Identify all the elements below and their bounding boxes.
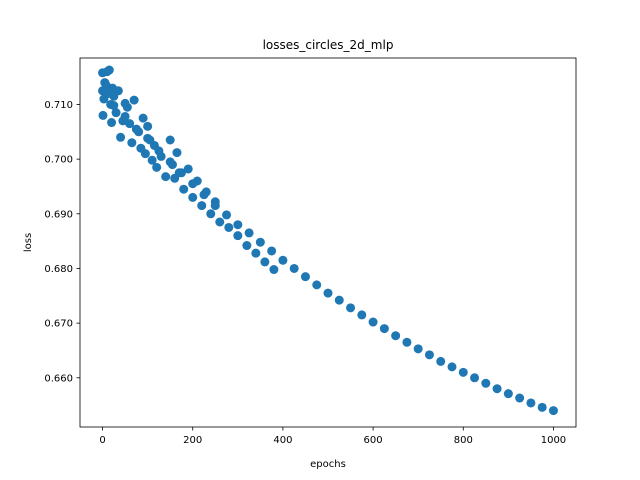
data-point <box>242 241 252 251</box>
y-axis-label: loss <box>23 233 34 252</box>
data-point <box>107 118 117 128</box>
x-tick-label: 200 <box>183 435 202 446</box>
data-point <box>233 220 243 230</box>
data-point <box>312 280 322 290</box>
data-point <box>134 127 144 137</box>
data-point <box>197 201 207 211</box>
data-point <box>470 373 480 383</box>
data-point <box>492 384 502 394</box>
data-point <box>481 378 491 388</box>
data-point <box>138 113 148 123</box>
data-point <box>255 237 265 247</box>
x-tick-label: 0 <box>99 435 105 446</box>
data-point <box>192 176 202 186</box>
data-point <box>165 135 175 145</box>
x-tick-label: 1000 <box>541 435 566 446</box>
data-point <box>167 160 177 170</box>
data-point <box>143 121 153 131</box>
data-point <box>458 367 468 377</box>
plot-frame <box>79 57 577 428</box>
data-point <box>147 155 157 165</box>
chart-title: losses_circles_2d_mlp <box>263 38 394 52</box>
y-tick-label: 0.680 <box>44 264 73 275</box>
data-point <box>537 402 547 412</box>
data-point <box>118 116 128 126</box>
data-point <box>179 184 189 194</box>
data-point <box>267 246 277 256</box>
data-point <box>106 99 116 109</box>
data-point <box>149 140 159 150</box>
y-tick-label: 0.670 <box>44 319 73 330</box>
data-point <box>515 393 525 403</box>
data-point <box>161 172 171 182</box>
data-point <box>201 187 211 197</box>
data-point <box>188 192 198 202</box>
y-tick-label: 0.710 <box>44 100 73 111</box>
data-point <box>156 151 166 161</box>
y-tick-label: 0.700 <box>44 155 73 166</box>
data-point <box>323 288 333 298</box>
data-point <box>111 108 121 118</box>
data-point <box>172 148 182 158</box>
data-point <box>215 217 225 227</box>
data-point <box>222 210 232 220</box>
data-point <box>548 406 558 416</box>
y-tick-label: 0.690 <box>44 209 73 220</box>
data-point <box>269 265 279 275</box>
x-ticks: 0 200 400 600 800 1000 <box>99 427 566 446</box>
data-point <box>357 310 367 320</box>
data-point <box>152 162 162 172</box>
y-ticks: 0.660 0.670 0.680 0.690 0.700 0.710 <box>44 100 80 384</box>
data-point <box>140 149 150 159</box>
data-point <box>379 324 389 334</box>
data-point <box>289 263 299 273</box>
data-point <box>122 102 132 112</box>
data-point <box>260 257 270 267</box>
data-point <box>125 119 135 129</box>
data-point <box>174 168 184 178</box>
data-point <box>368 317 378 327</box>
data-point <box>503 389 513 399</box>
data-point <box>210 197 220 207</box>
data-point <box>334 295 344 305</box>
data-point <box>183 164 193 174</box>
x-tick-label: 600 <box>364 435 383 446</box>
data-point <box>233 231 243 241</box>
data-point <box>402 337 412 347</box>
data-point <box>129 95 139 105</box>
data-point <box>413 344 423 354</box>
x-axis-label: epochs <box>310 459 346 470</box>
y-tick-label: 0.660 <box>44 373 73 384</box>
data-point <box>300 272 310 282</box>
data-point <box>104 65 114 75</box>
data-point <box>244 228 254 238</box>
data-point <box>127 138 137 148</box>
data-point <box>98 110 108 120</box>
data-point <box>391 331 401 341</box>
data-point <box>436 356 446 366</box>
data-point <box>447 362 457 372</box>
x-tick-label: 400 <box>273 435 292 446</box>
data-point <box>526 398 536 408</box>
data-point <box>424 350 434 360</box>
data-point <box>278 255 288 265</box>
data-point <box>346 303 356 313</box>
data-point <box>116 132 126 142</box>
data-point <box>251 248 261 258</box>
data-points <box>98 65 558 416</box>
data-point <box>206 209 216 219</box>
data-point <box>224 222 234 232</box>
data-point <box>113 86 123 96</box>
x-tick-label: 800 <box>454 435 473 446</box>
